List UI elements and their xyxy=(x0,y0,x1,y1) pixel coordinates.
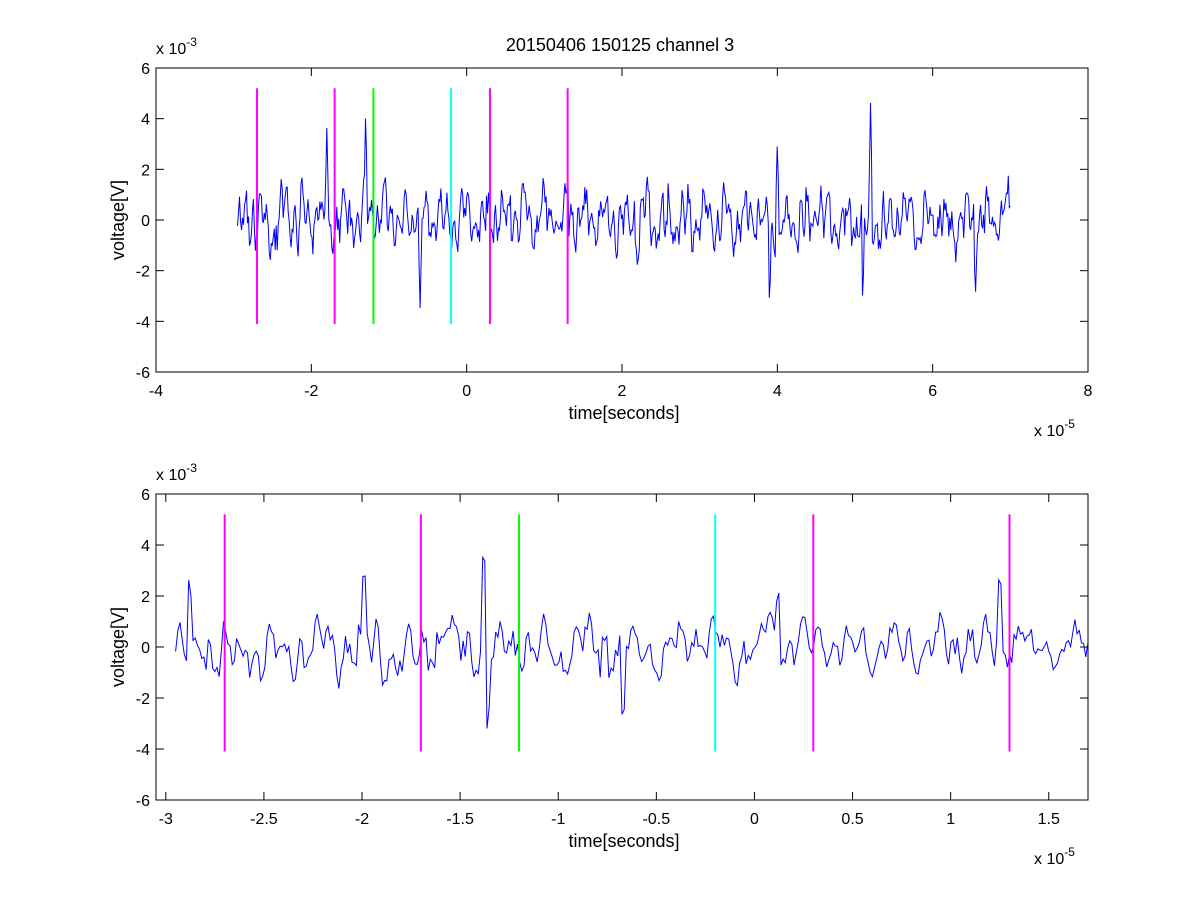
x-tick-label: -4 xyxy=(149,383,163,400)
x-tick-label: -2 xyxy=(355,811,369,828)
plot-area xyxy=(155,67,1089,373)
x-tick-label: -3 xyxy=(159,811,173,828)
x-tick-label: 2 xyxy=(618,383,627,400)
x-tick-label: -0.5 xyxy=(643,811,671,828)
x-tick-label: 1 xyxy=(946,811,955,828)
y-tick-label: -6 xyxy=(136,793,150,810)
x-tick-label: -2.5 xyxy=(250,811,278,828)
x-multiplier: x 10 xyxy=(1034,423,1064,440)
voltage-signal-line xyxy=(175,555,1088,729)
y-exponent: -3 xyxy=(186,35,197,49)
plot-area xyxy=(155,493,1089,801)
x-tick-label: -1 xyxy=(551,811,565,828)
y-tick-label: 4 xyxy=(141,538,150,555)
y-tick-label: -4 xyxy=(136,314,150,331)
x-exponent: -5 xyxy=(1064,845,1075,859)
figure-title: 20150406 150125 channel 3 xyxy=(506,35,734,55)
y-exponent: -3 xyxy=(186,461,197,475)
bottom-panel: -3 -2.5 -2 -1.5 -1 -0.5 0 0.5 1 1.5 -6 -4 -2 0 2 4 6 time… xyxy=(108,461,1089,868)
voltage-signal-line xyxy=(237,102,1011,309)
y-multiplier: x 10 xyxy=(156,41,186,58)
x-axis-label: time[seconds] xyxy=(568,831,679,851)
y-tick-label: 0 xyxy=(141,213,150,230)
y-tick-label: 4 xyxy=(141,112,150,129)
y-tick-label: 6 xyxy=(141,487,150,504)
y-tick-label: 2 xyxy=(141,162,150,179)
x-tick-label: 0.5 xyxy=(841,811,863,828)
y-exponent-label: x 10-3 xyxy=(156,35,197,58)
y-multiplier: x 10 xyxy=(156,467,186,484)
x-exponent: -5 xyxy=(1064,417,1075,431)
y-tick-label: -4 xyxy=(136,742,150,759)
x-multiplier: x 10 xyxy=(1034,851,1064,868)
x-tick-label: 8 xyxy=(1084,383,1093,400)
x-tick-label: -1.5 xyxy=(446,811,474,828)
x-tick-label: 4 xyxy=(773,383,782,400)
y-tick-label: 2 xyxy=(141,589,150,606)
y-tick-label: -2 xyxy=(136,264,150,281)
y-tick-label: 0 xyxy=(141,640,150,657)
top-panel: -4 -2 0 2 4 6 8-6-4-20246time[seconds]voltage[… xyxy=(108,35,1093,440)
y-tick-label: -6 xyxy=(136,365,150,382)
y-tick-label: 6 xyxy=(141,61,150,78)
x-tick-label: 0 xyxy=(462,383,471,400)
x-tick-label: 6 xyxy=(928,383,937,400)
y-axis-label: voltage[V] xyxy=(108,607,128,687)
x-tick-label: 1.5 xyxy=(1038,811,1060,828)
y-exponent-label: x 10-3 xyxy=(156,461,197,484)
x-axis-label: time[seconds] xyxy=(568,403,679,423)
x-exponent-label: x 10-5 xyxy=(1034,417,1075,440)
x-exponent-label: x 10-5 xyxy=(1034,845,1075,868)
x-tick-label: 0 xyxy=(750,811,759,828)
y-tick-label: -2 xyxy=(136,691,150,708)
y-axis-label: voltage[V] xyxy=(108,180,128,260)
x-tick-label: -2 xyxy=(304,383,318,400)
